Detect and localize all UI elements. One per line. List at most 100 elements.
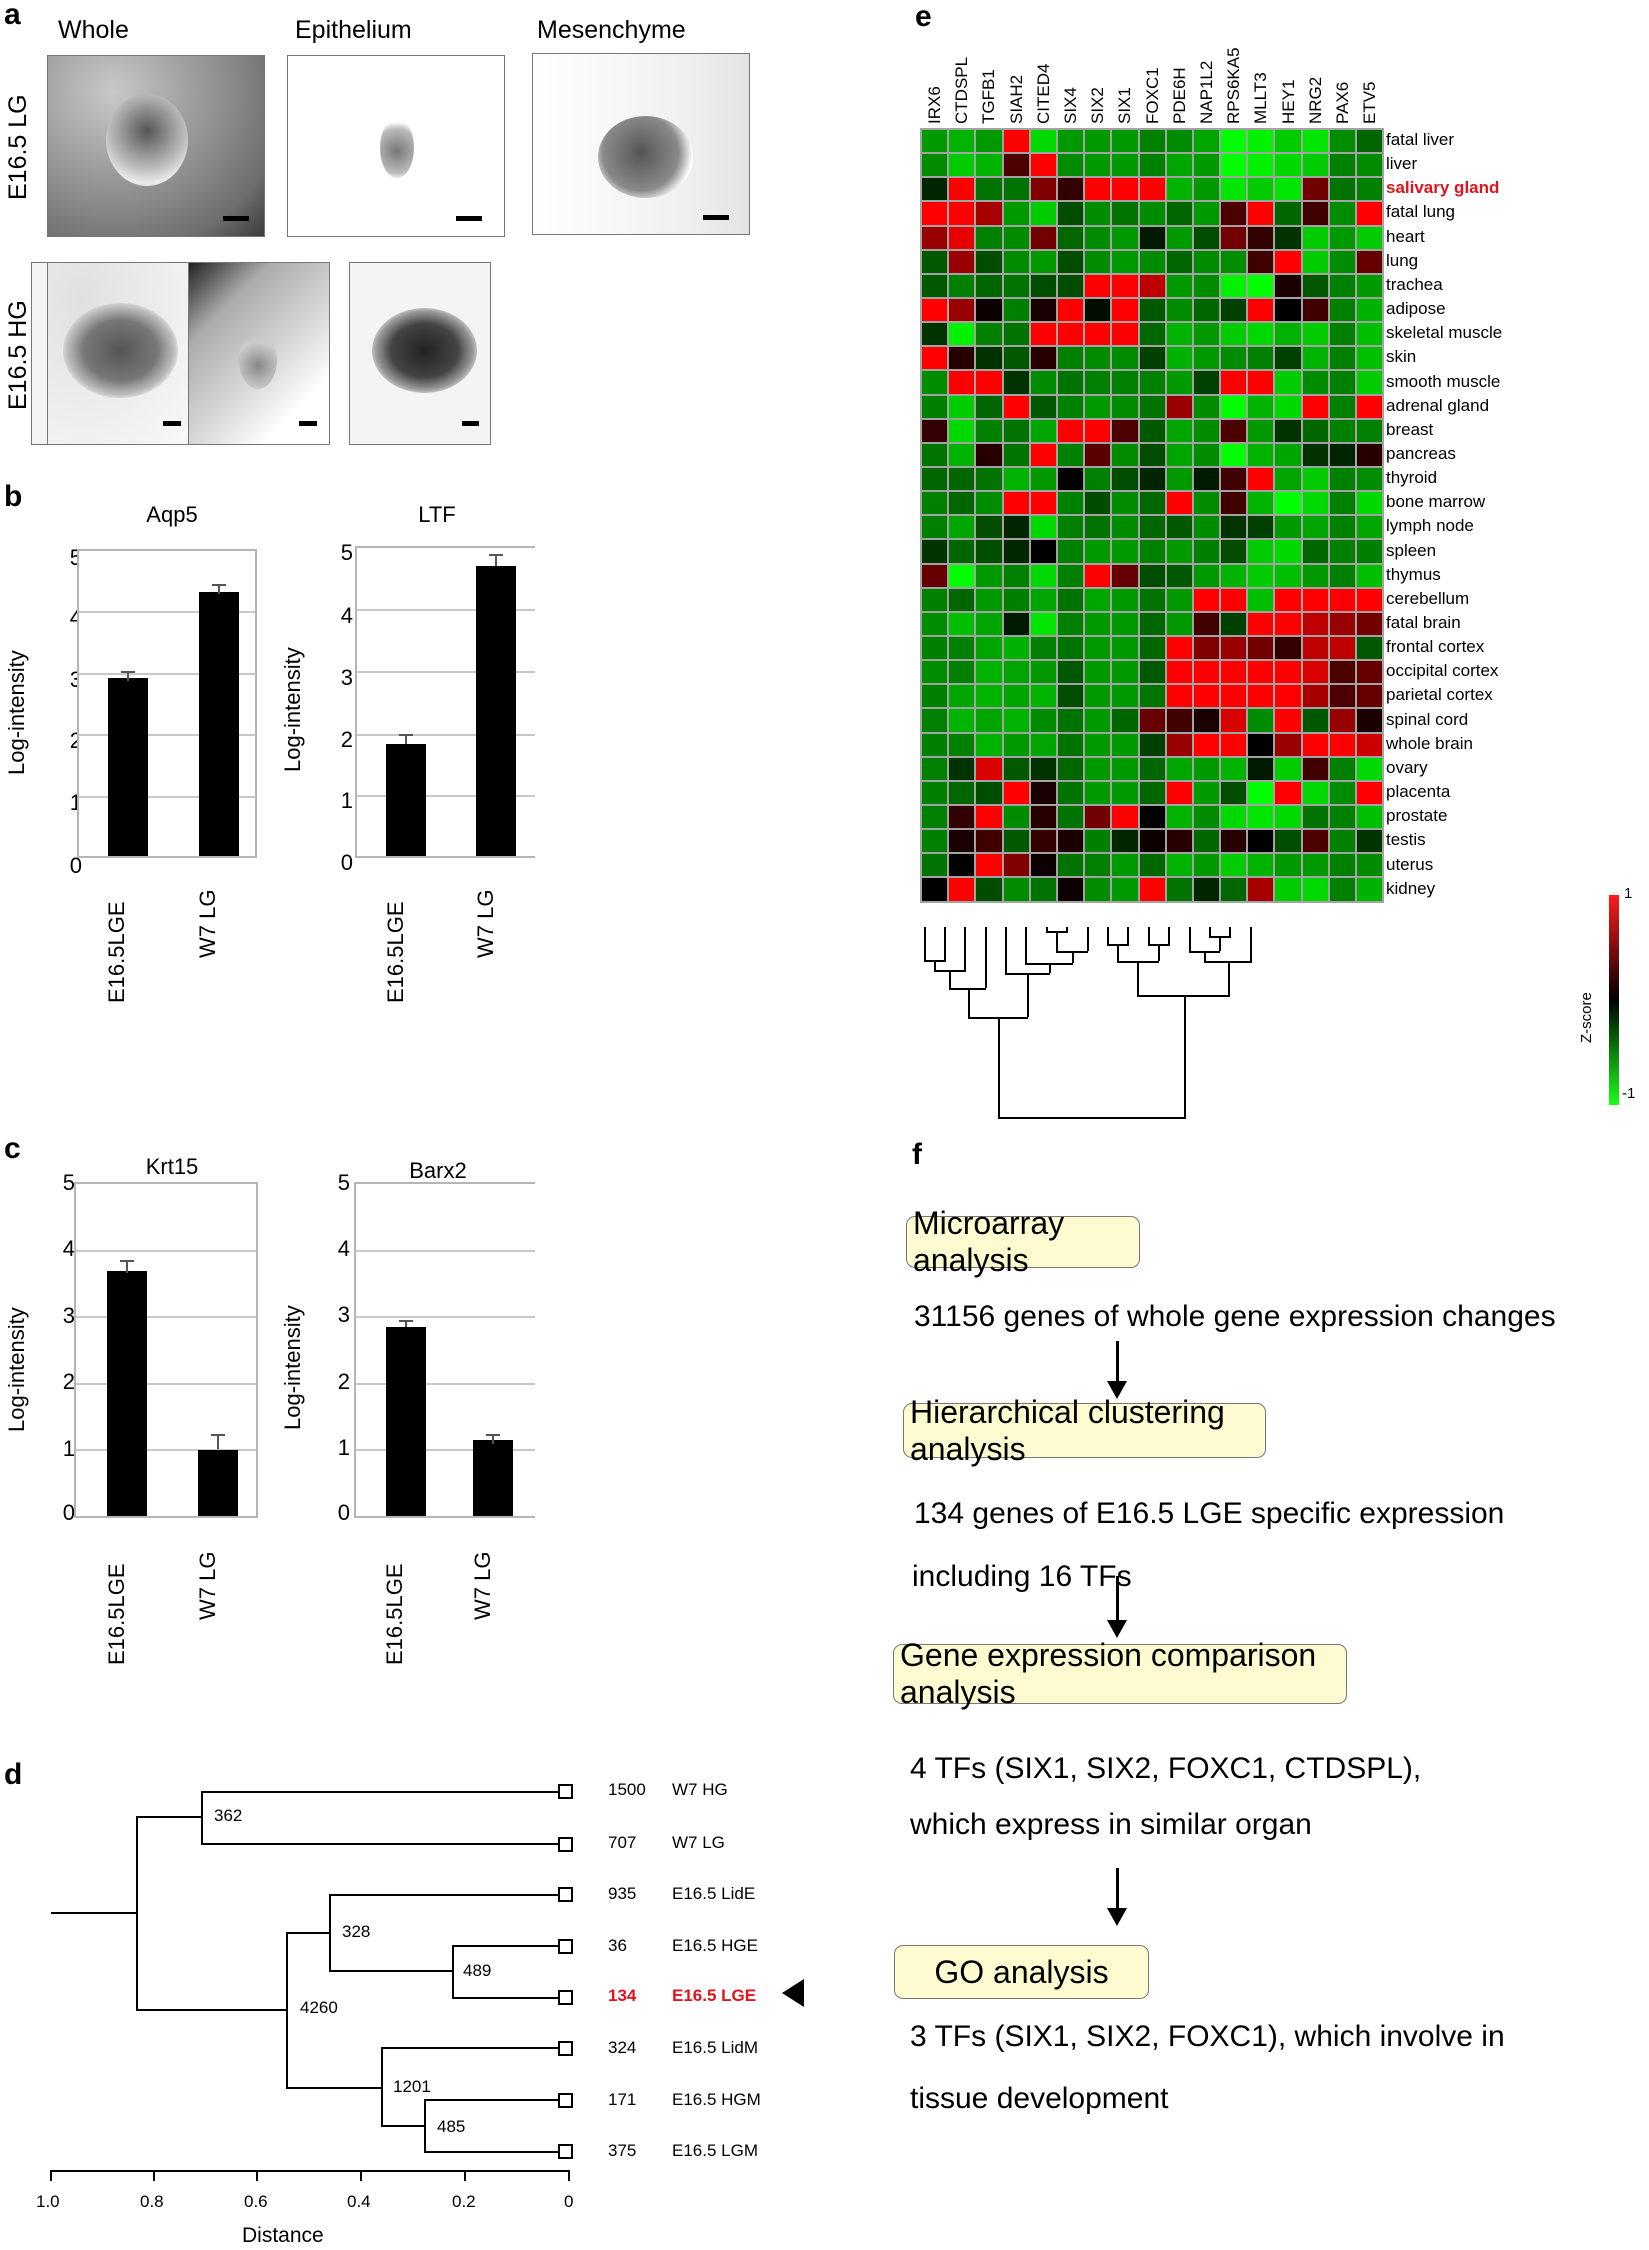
x-category: E16.5LGE (104, 901, 129, 1003)
heatmap-cell (948, 466, 976, 492)
heatmap-cell (1165, 780, 1193, 805)
heatmap-cell (1111, 225, 1139, 250)
heatmap-cell (975, 877, 1003, 902)
node-count: 362 (214, 1806, 243, 1825)
heatmap-cell (975, 346, 1003, 371)
heatmap-cell (975, 708, 1003, 733)
heatmap-cell (1111, 780, 1139, 805)
heatmap-cell (1328, 539, 1356, 564)
heatmap-cell (1056, 466, 1085, 492)
heatmap-cell (1328, 370, 1356, 395)
heatmap-cell (1220, 563, 1248, 588)
heatmap-cell (1029, 297, 1057, 323)
heatmap-cell (1138, 394, 1166, 419)
colorbar-title: Z-score (1578, 992, 1595, 1043)
heatmap-cell (921, 829, 949, 854)
heatmap-cell (975, 418, 1003, 443)
heatmap-cell (1247, 129, 1275, 154)
heatmap-cell (1220, 853, 1248, 878)
step-box-go-analysis: GO analysis (894, 1945, 1149, 1999)
heatmap-cell (1056, 611, 1085, 636)
tissue-row-label: smooth muscle (1386, 371, 1501, 391)
heatmap-cell (1247, 177, 1275, 202)
heatmap-cell (921, 394, 949, 419)
heatmap-cell (1356, 153, 1384, 178)
heatmap-cell (1247, 853, 1275, 878)
heatmap-cell (1356, 804, 1384, 830)
row-title-e165-lg: E16.5 LG (4, 94, 32, 200)
row-title-e165-hg: E16.5 HG (4, 300, 32, 410)
heatmap-cell (1192, 539, 1221, 564)
leaf-label: W7 HG (672, 1780, 728, 1799)
heatmap-cell (1111, 635, 1139, 661)
heatmap-cell (1084, 249, 1112, 274)
heatmap-cell (1247, 635, 1275, 661)
heatmap-cell (1356, 491, 1384, 516)
heatmap-cell (1247, 322, 1275, 347)
heatmap-cell (1084, 684, 1112, 709)
heatmap-cell (1328, 491, 1356, 516)
heatmap-cell (1111, 539, 1139, 564)
heatmap-cell (1192, 418, 1221, 443)
leaf-count: 171 (608, 2090, 637, 2109)
leaf-label: E16.5 LGM (672, 2141, 758, 2160)
x-category: W7 LG (470, 1551, 495, 1620)
heatmap-cell (1056, 635, 1085, 661)
heatmap-cell (1029, 829, 1057, 854)
leaf-marker (558, 2093, 573, 2108)
down-arrow-icon (1107, 1908, 1127, 1926)
heatmap-cell (1002, 635, 1030, 661)
heatmap-cell (975, 539, 1003, 564)
heatmap-cell (975, 370, 1003, 395)
heatmap-cell (1301, 418, 1329, 443)
heatmap-cell (1328, 129, 1356, 154)
heatmap-cell (1274, 539, 1302, 564)
heatmap-cell (1220, 684, 1248, 709)
panel-a-label: a (4, 0, 21, 31)
heatmap-cell (1301, 563, 1329, 588)
heatmap-cell (1002, 491, 1030, 516)
tissue-row-label: fatal liver (1386, 130, 1455, 149)
heatmap-cell (921, 225, 949, 250)
heatmap-cell (1328, 804, 1356, 830)
heatmap-cell (948, 273, 976, 298)
heatmap-cell (1328, 829, 1356, 854)
heatmap-cell (921, 877, 949, 902)
heatmap-cell (948, 756, 976, 781)
heatmap-cell (1084, 129, 1112, 154)
heatmap-cell (1002, 780, 1030, 805)
heatmap-cell (1111, 829, 1139, 854)
heatmap-cell (1111, 732, 1139, 757)
heatmap-cell (1192, 491, 1221, 516)
heatmap-cell (1356, 466, 1384, 492)
heatmap-cell (1328, 346, 1356, 371)
heatmap-cell (1192, 129, 1221, 154)
heatmap-cell (1056, 708, 1085, 733)
heatmap-cell (1192, 684, 1221, 709)
heatmap-cell (1328, 442, 1356, 467)
down-arrow-icon (1116, 1868, 1119, 1912)
heatmap-cell (921, 804, 949, 830)
panel-d-label: d (4, 1758, 23, 1791)
heatmap-cell (1356, 418, 1384, 443)
y-tick: 5 (337, 1170, 350, 1195)
heatmap-cell (1328, 153, 1356, 178)
heatmap-cell (1138, 611, 1166, 636)
y-axis-label: Log-intensity (280, 1305, 305, 1430)
heatmap-cell (1220, 297, 1248, 323)
tissue-row-label: whole brain (1386, 733, 1473, 753)
y-tick: 5 (62, 1170, 75, 1195)
bar-w7lg (476, 566, 516, 856)
heatmap-cell (1029, 515, 1057, 540)
heatmap-cell (975, 466, 1003, 492)
tissue-row-label: kidney (1386, 878, 1436, 898)
heatmap-cell (1111, 660, 1139, 685)
heatmap-cell (1328, 587, 1356, 612)
y-tick: 0 (340, 850, 353, 875)
heatmap-cell (1192, 732, 1221, 757)
heatmap-cell (975, 322, 1003, 347)
heatmap-cell (948, 394, 976, 419)
heatmap-cell (1111, 297, 1139, 323)
heatmap-cell (1356, 322, 1384, 347)
heatmap-cell (948, 853, 976, 878)
